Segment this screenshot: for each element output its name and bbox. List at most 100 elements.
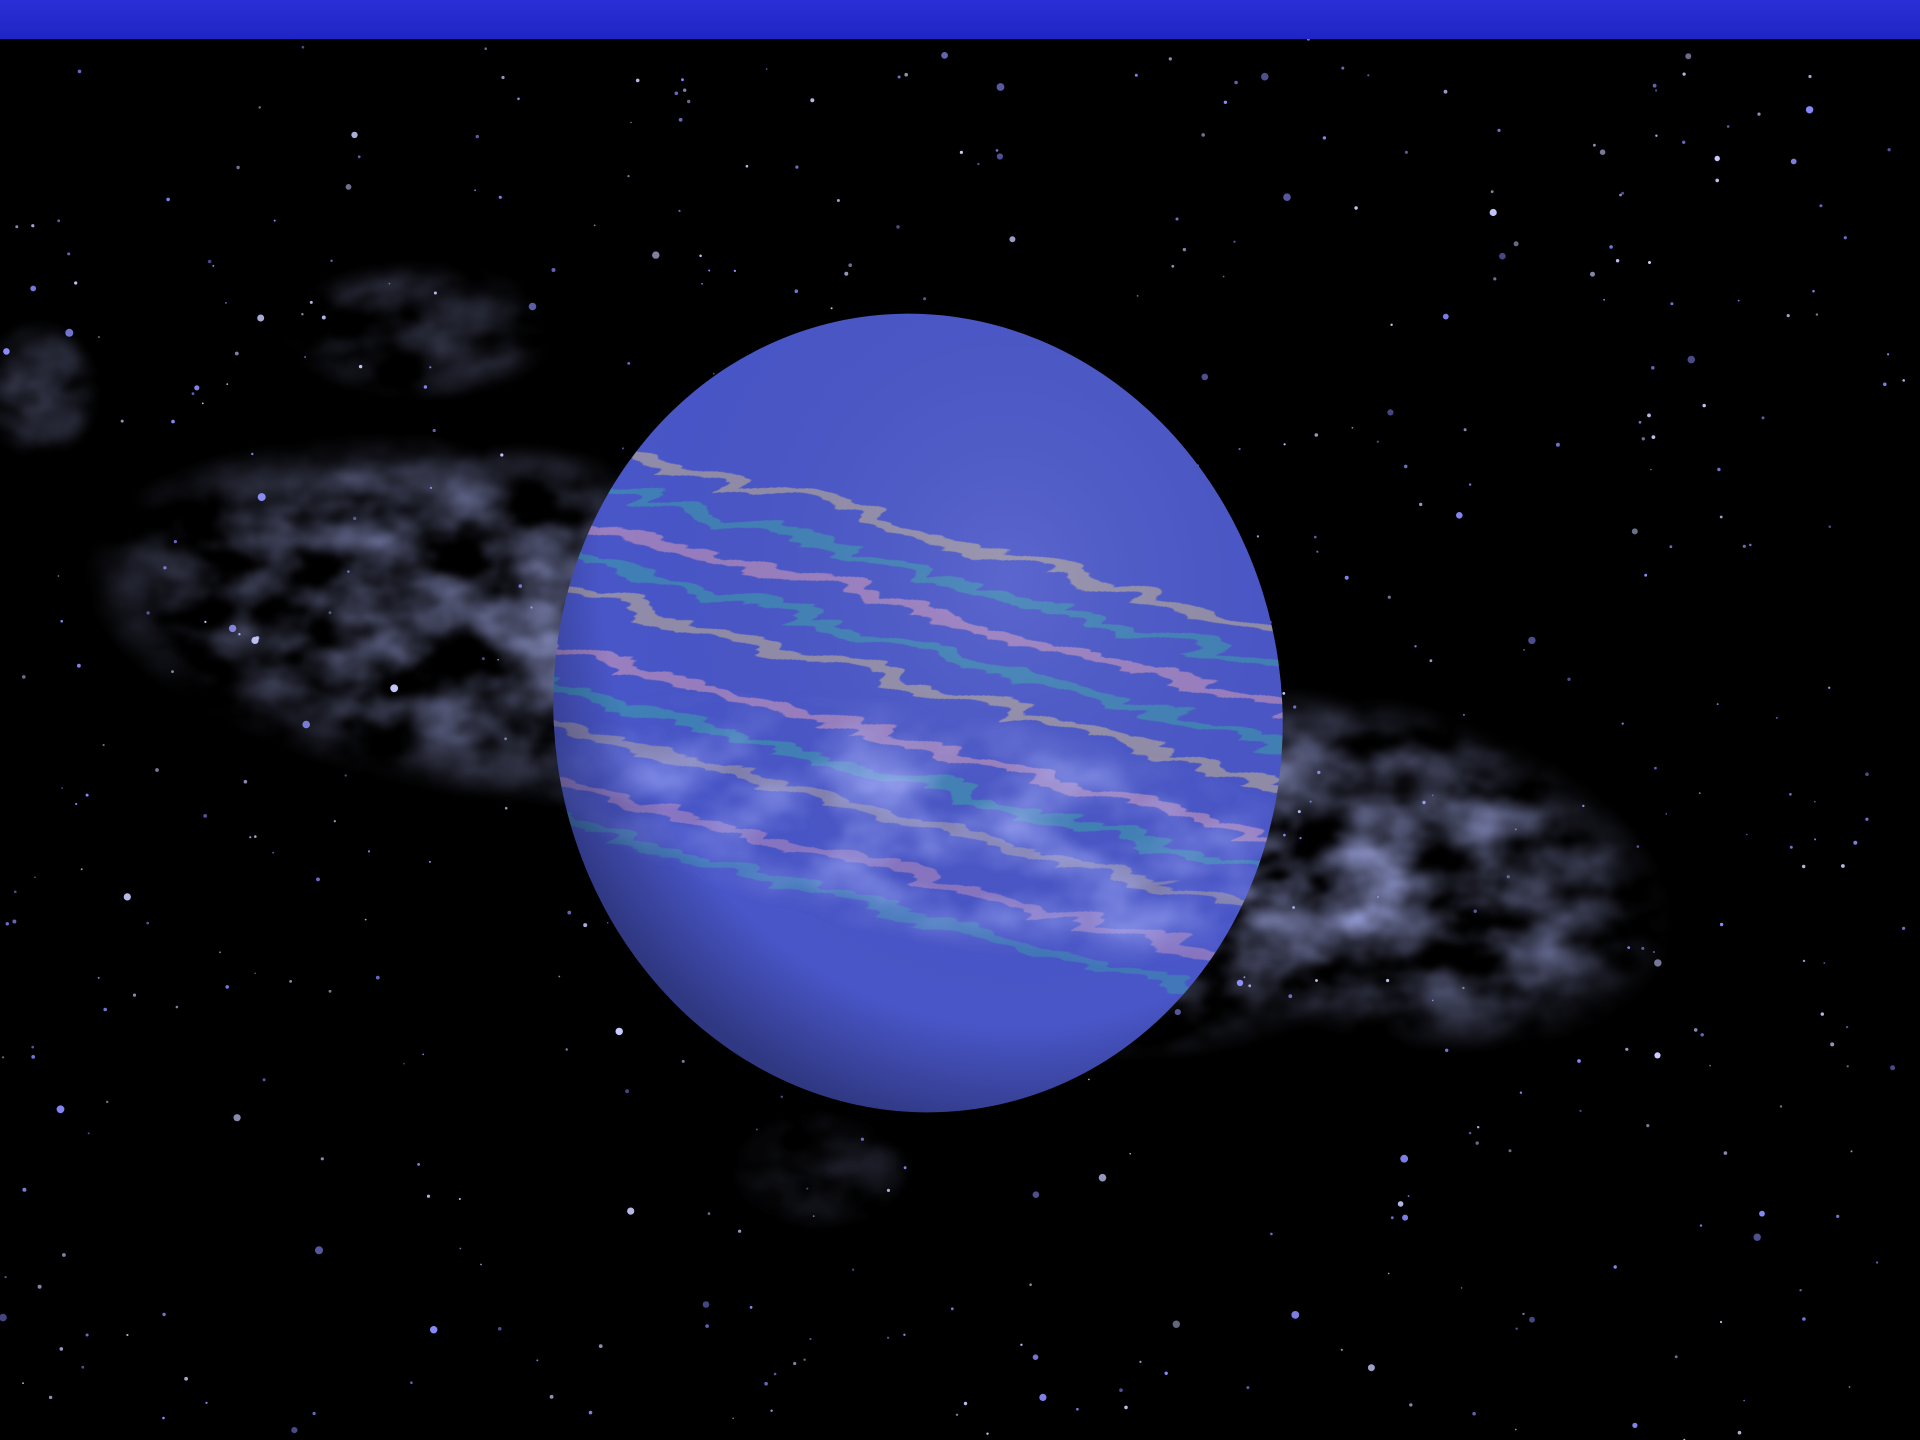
- star: [1513, 241, 1519, 247]
- star: [226, 383, 229, 385]
- star: [1802, 864, 1806, 869]
- star: [567, 910, 572, 915]
- star: [1136, 295, 1139, 297]
- star: [1390, 323, 1393, 326]
- star: [0, 1313, 7, 1322]
- star: [765, 68, 768, 70]
- star: [1590, 271, 1595, 277]
- star: [598, 1344, 603, 1348]
- star: [474, 189, 476, 192]
- star: [497, 1327, 502, 1331]
- star: [146, 921, 149, 925]
- star: [201, 402, 204, 405]
- star: [1029, 1283, 1032, 1286]
- star: [1341, 66, 1345, 70]
- star: [1887, 353, 1890, 356]
- star: [1261, 72, 1269, 81]
- star: [1799, 1289, 1802, 1292]
- star: [1850, 1150, 1853, 1153]
- star: [171, 419, 175, 424]
- star: [733, 269, 737, 273]
- star: [1314, 433, 1319, 437]
- star: [203, 814, 208, 818]
- star: [886, 1336, 890, 1340]
- star: [194, 385, 200, 391]
- star: [1700, 1033, 1704, 1037]
- star: [103, 1007, 107, 1012]
- star: [1032, 1354, 1039, 1360]
- star: [258, 106, 261, 109]
- star: [422, 1053, 425, 1056]
- star: [1270, 1232, 1273, 1236]
- star: [1641, 437, 1646, 441]
- star: [1139, 1360, 1142, 1363]
- star: [1789, 793, 1792, 796]
- star: [1615, 259, 1620, 263]
- star: [848, 263, 852, 268]
- star: [749, 1306, 753, 1309]
- star: [1238, 447, 1241, 451]
- star: [74, 281, 78, 285]
- star: [996, 83, 1005, 91]
- star: [732, 1417, 734, 1420]
- star: [844, 271, 849, 276]
- star: [1387, 1272, 1390, 1275]
- star: [273, 219, 276, 222]
- star: [745, 164, 749, 168]
- star: [155, 768, 159, 772]
- star: [1283, 443, 1286, 446]
- star: [955, 1413, 959, 1417]
- star: [1743, 1399, 1745, 1402]
- star: [705, 1324, 709, 1328]
- star: [1403, 464, 1408, 469]
- star: [48, 1395, 53, 1400]
- star: [738, 1229, 742, 1233]
- star: [1402, 1214, 1409, 1221]
- star: [320, 1157, 324, 1161]
- foreground-nebula: [526, 689, 1394, 1230]
- star: [1124, 1405, 1128, 1410]
- star: [1789, 845, 1793, 849]
- star: [1625, 1047, 1629, 1051]
- star: [1699, 1224, 1703, 1227]
- star: [1076, 1407, 1079, 1411]
- star: [330, 259, 333, 262]
- star: [30, 285, 37, 292]
- star: [1631, 528, 1638, 535]
- star: [410, 1381, 413, 1384]
- star: [1376, 440, 1379, 443]
- star: [498, 195, 502, 199]
- star: [1737, 299, 1740, 302]
- star: [1749, 543, 1752, 547]
- star: [57, 219, 61, 223]
- star: [1716, 703, 1719, 706]
- star: [1404, 150, 1408, 154]
- star: [1171, 264, 1175, 268]
- star: [1443, 89, 1448, 94]
- star: [254, 835, 257, 838]
- star: [1805, 106, 1814, 114]
- star: [681, 78, 684, 82]
- star: [1651, 435, 1656, 439]
- star: [1812, 289, 1815, 293]
- star: [683, 88, 687, 92]
- star: [31, 224, 35, 228]
- star: [708, 269, 711, 272]
- star: [77, 663, 81, 668]
- star: [1650, 468, 1652, 471]
- star: [809, 1337, 812, 1341]
- star: [622, 447, 624, 450]
- star: [87, 1132, 90, 1135]
- star: [126, 1333, 129, 1337]
- star: [1646, 1124, 1650, 1128]
- star: [1603, 298, 1605, 301]
- star: [1746, 833, 1748, 836]
- star: [615, 1027, 623, 1036]
- star: [289, 980, 292, 983]
- star: [120, 419, 124, 423]
- star: [1670, 302, 1674, 306]
- star: [1890, 1065, 1896, 1071]
- star: [1719, 922, 1724, 927]
- star: [1367, 74, 1370, 77]
- star: [257, 314, 265, 322]
